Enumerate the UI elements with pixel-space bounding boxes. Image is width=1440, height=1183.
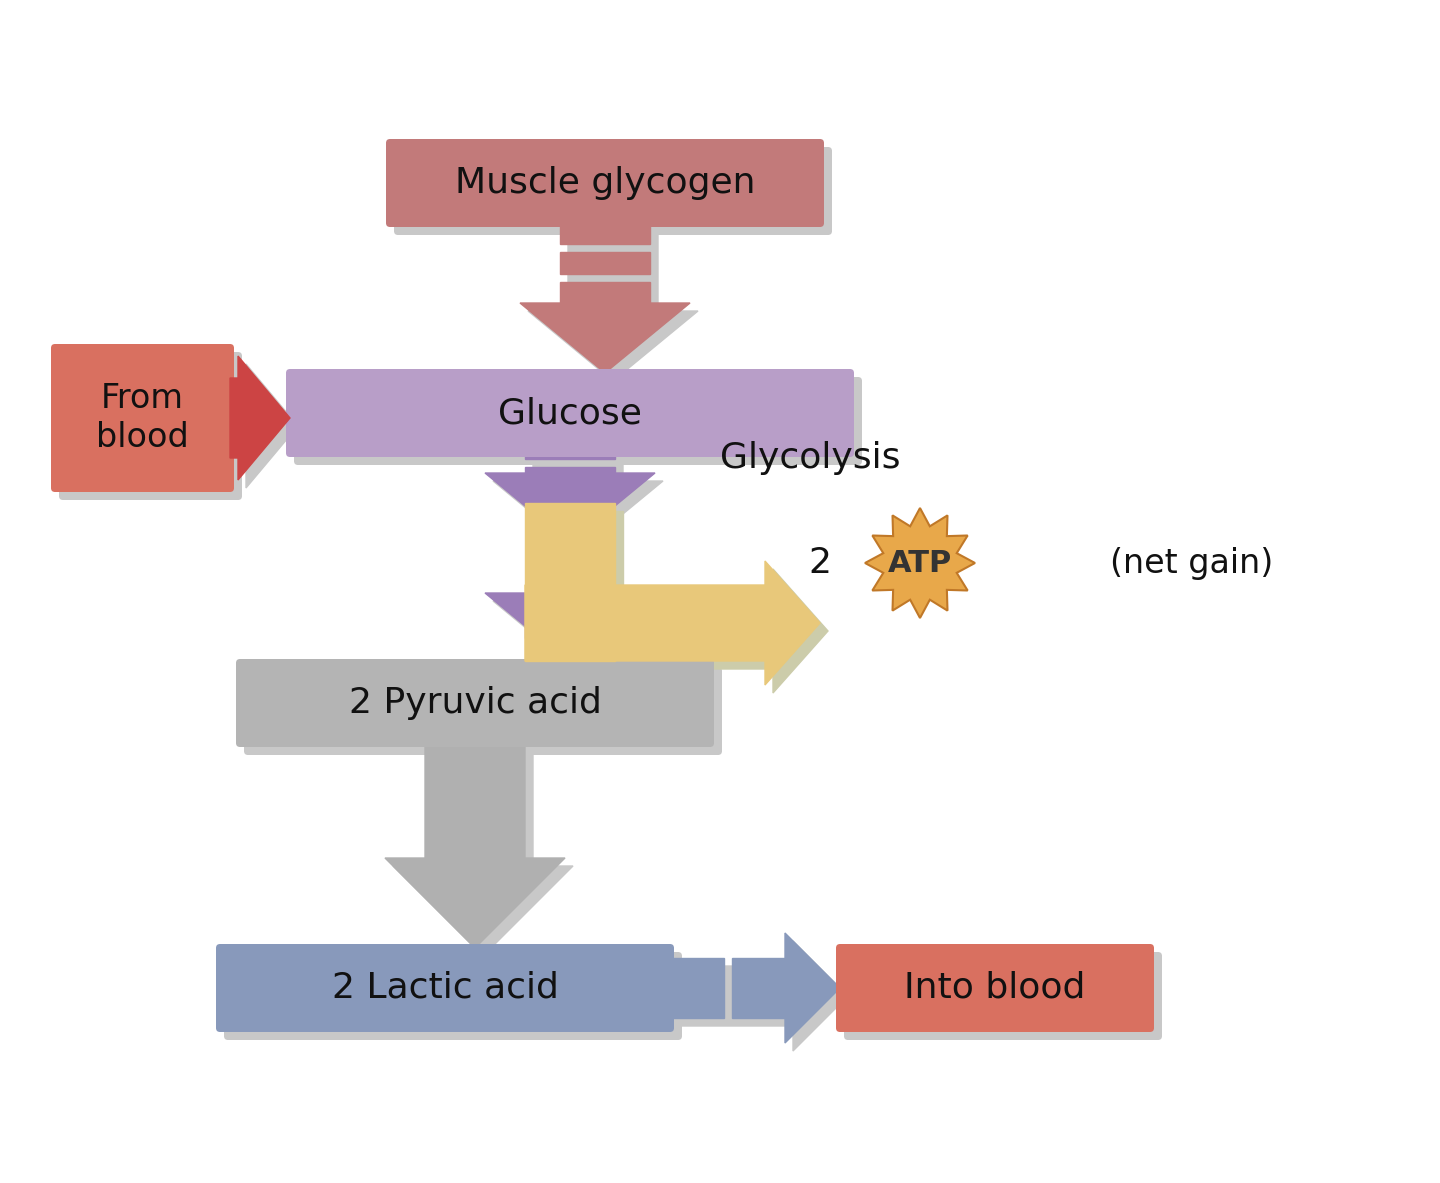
Text: Glycolysis: Glycolysis <box>720 441 900 476</box>
FancyBboxPatch shape <box>395 147 832 235</box>
Text: ATP: ATP <box>888 549 952 577</box>
Text: Into blood: Into blood <box>904 971 1086 1006</box>
Polygon shape <box>526 561 819 685</box>
Polygon shape <box>238 364 298 489</box>
Polygon shape <box>485 473 655 543</box>
FancyBboxPatch shape <box>50 344 233 492</box>
Polygon shape <box>732 958 785 1019</box>
Polygon shape <box>384 743 564 948</box>
Polygon shape <box>526 593 615 620</box>
FancyBboxPatch shape <box>837 944 1153 1032</box>
FancyBboxPatch shape <box>294 377 863 465</box>
Polygon shape <box>533 511 624 670</box>
FancyBboxPatch shape <box>225 952 683 1040</box>
FancyBboxPatch shape <box>243 667 721 755</box>
Polygon shape <box>670 958 723 1019</box>
FancyBboxPatch shape <box>216 944 674 1032</box>
Polygon shape <box>865 508 975 618</box>
Polygon shape <box>526 612 615 638</box>
Text: Glucose: Glucose <box>498 396 642 429</box>
Polygon shape <box>678 940 848 1051</box>
Polygon shape <box>492 601 662 671</box>
FancyBboxPatch shape <box>844 952 1162 1040</box>
Polygon shape <box>526 453 615 459</box>
FancyBboxPatch shape <box>236 659 714 746</box>
Text: Muscle glycogen: Muscle glycogen <box>455 166 755 200</box>
Polygon shape <box>785 933 840 1043</box>
Polygon shape <box>560 224 649 245</box>
Polygon shape <box>485 593 655 662</box>
FancyBboxPatch shape <box>59 353 242 500</box>
Text: 2 Pyruvic acid: 2 Pyruvic acid <box>348 686 602 720</box>
Polygon shape <box>560 282 649 303</box>
Polygon shape <box>393 751 573 956</box>
Polygon shape <box>526 503 615 661</box>
Polygon shape <box>560 252 649 273</box>
Polygon shape <box>528 231 698 381</box>
Text: 2: 2 <box>808 547 831 580</box>
Text: From
blood: From blood <box>96 382 189 453</box>
Polygon shape <box>520 303 690 373</box>
FancyBboxPatch shape <box>287 369 854 457</box>
Polygon shape <box>526 467 615 473</box>
Polygon shape <box>492 461 662 551</box>
Polygon shape <box>230 356 289 480</box>
Polygon shape <box>533 569 828 693</box>
Text: (net gain): (net gain) <box>1110 547 1273 580</box>
FancyBboxPatch shape <box>386 138 824 227</box>
Text: 2 Lactic acid: 2 Lactic acid <box>331 971 559 1006</box>
